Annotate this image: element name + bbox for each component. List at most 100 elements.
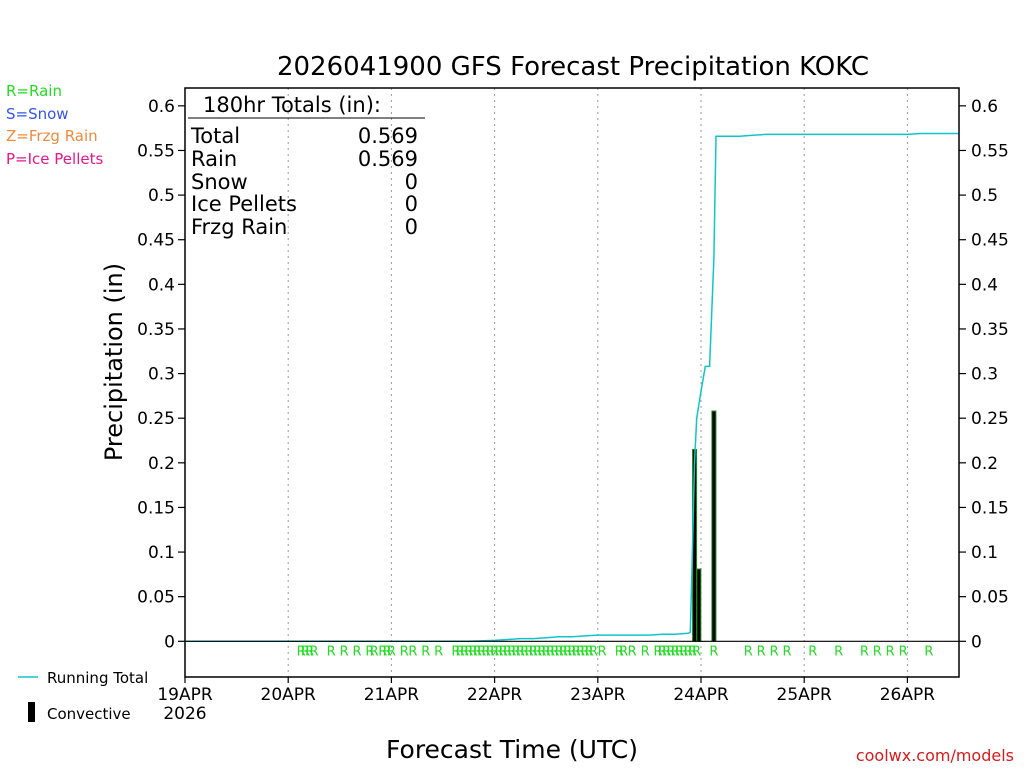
- x-tick-label: 26APR: [880, 685, 936, 705]
- precip-type-mark: R: [301, 644, 310, 659]
- precip-type-mark: R: [709, 644, 718, 659]
- precip-type-mark: R: [365, 644, 374, 659]
- precip-type-mark: R: [658, 644, 667, 659]
- precip-type-mark: R: [327, 644, 336, 659]
- axes: 0 00.05 0.050.1 0.10.15 0.150.2 0.20.25 0.250.…: [137, 97, 1009, 724]
- precip-type-mark: R: [899, 644, 908, 659]
- precip-type-mark: R: [808, 644, 817, 659]
- y-tick-label-right: 0.1: [971, 543, 998, 563]
- precip-type-mark: R: [520, 644, 529, 659]
- y-tick-label-right: 0.35: [971, 320, 1009, 340]
- precip-type-mark: R: [473, 644, 482, 659]
- precip-type-mark: R: [460, 644, 469, 659]
- running-total-line: [185, 132, 959, 643]
- precip-type-mark: R: [662, 644, 671, 659]
- y-tick-label-right: 0.05: [971, 588, 1009, 608]
- precip-type-mark: R: [860, 644, 869, 659]
- precip-type-mark: R: [550, 644, 559, 659]
- convective-legend-swatch: [28, 702, 35, 722]
- precip-type-mark: R: [580, 644, 589, 659]
- precip-type-mark: R: [628, 644, 637, 659]
- precip-type-mark: R: [886, 644, 895, 659]
- x-tick-label: 19APR: [157, 685, 213, 705]
- precip-type-mark: R: [524, 644, 533, 659]
- precip-type-mark: R: [692, 644, 701, 659]
- precip-type-mark: R: [370, 644, 379, 659]
- precip-type-mark: R: [576, 644, 585, 659]
- precip-type-mark: R: [770, 644, 779, 659]
- y-tick-label-left: 0.15: [137, 498, 175, 518]
- precip-type-mark: R: [653, 644, 662, 659]
- precip-type-mark: R: [499, 644, 508, 659]
- precip-type-mark: R: [572, 644, 581, 659]
- plot-frame: [184, 87, 960, 678]
- y-tick-label-left: 0.25: [137, 409, 175, 429]
- y-tick-label-right: 0: [971, 632, 982, 652]
- totals-heading: 180hr Totals (in):: [203, 93, 381, 117]
- y-tick-label-right: 0.4: [971, 275, 998, 295]
- x-tick-label: 23APR: [570, 685, 626, 705]
- y-tick-label-left: 0.4: [148, 275, 175, 295]
- precip-type-mark: R: [408, 644, 417, 659]
- day-gridlines: [287, 88, 908, 677]
- chart-title: 2026041900 GFS Forecast Precipitation KO…: [277, 52, 869, 82]
- precip-type-mark: R: [684, 644, 693, 659]
- y-tick-label-right: 0.55: [971, 141, 1009, 161]
- y-tick-label-left: 0.6: [148, 97, 175, 117]
- x-tick-label: 24APR: [673, 685, 729, 705]
- precip-type-mark: R: [598, 644, 607, 659]
- y-tick-label-left: 0.45: [137, 231, 175, 251]
- x-tick-label: 20APR: [261, 685, 317, 705]
- precip-type-mark: R: [456, 644, 465, 659]
- x-tick-label: 25APR: [777, 685, 833, 705]
- y-tick-label-right: 0.6: [971, 97, 998, 117]
- totals-value-snow: 0: [405, 170, 418, 194]
- totals-value-total: 0.569: [358, 124, 418, 148]
- y-tick-label-right: 0.3: [971, 365, 998, 385]
- precip-type-mark: R: [585, 644, 594, 659]
- x-axis-label: Forecast Time (UTC): [386, 735, 638, 764]
- y-tick-label-left: 0.1: [148, 543, 175, 563]
- y-axis-label: Precipitation (in): [100, 263, 128, 461]
- y-tick-label-right: 0.5: [971, 186, 998, 206]
- precip-type-mark: R: [782, 644, 791, 659]
- precip-type-mark: R: [563, 644, 572, 659]
- legend-frzg-rain: Z=Frzg Rain: [6, 127, 98, 145]
- site-credit: coolwx.com/models: [856, 746, 1014, 765]
- y-tick-label-left: 0.2: [148, 454, 175, 474]
- precip-type-mark: R: [873, 644, 882, 659]
- precip-type-mark: R: [469, 644, 478, 659]
- precip-type-mark: R: [834, 644, 843, 659]
- precip-type-mark: R: [434, 644, 443, 659]
- precip-type-mark: R: [555, 644, 564, 659]
- precip-type-mark: R: [666, 644, 675, 659]
- precip-type-mark: R: [529, 644, 538, 659]
- y-tick-label-right: 0.2: [971, 454, 998, 474]
- precip-type-mark: R: [378, 644, 387, 659]
- precip-type-mark: R: [340, 644, 349, 659]
- precip-type-mark: R: [559, 644, 568, 659]
- precip-type-mark: R: [503, 644, 512, 659]
- totals-value-ice-pellets: 0: [405, 192, 418, 216]
- totals-value-rain: 0.569: [358, 147, 418, 171]
- y-tick-label-right: 0.45: [971, 231, 1009, 251]
- y-tick-label-left: 0.35: [137, 320, 175, 340]
- totals-label-rain: Rain: [191, 147, 237, 171]
- precip-type-mark: R: [675, 644, 684, 659]
- y-tick-label-right: 0.15: [971, 498, 1009, 518]
- precip-type-mark: R: [490, 644, 499, 659]
- precip-type-mark: R: [297, 644, 306, 659]
- precip-type-mark: R: [400, 644, 409, 659]
- precip-type-mark: R: [421, 644, 430, 659]
- precip-type-mark: R: [641, 644, 650, 659]
- precip-type-mark: R: [744, 644, 753, 659]
- precip-type-mark: R: [671, 644, 680, 659]
- y-tick-label-left: 0.55: [137, 141, 175, 161]
- x-tick-sublabel: 2026: [163, 704, 206, 724]
- precip-type-mark: R: [309, 644, 318, 659]
- y-tick-label-left: 0.05: [137, 588, 175, 608]
- precip-type-mark: R: [481, 644, 490, 659]
